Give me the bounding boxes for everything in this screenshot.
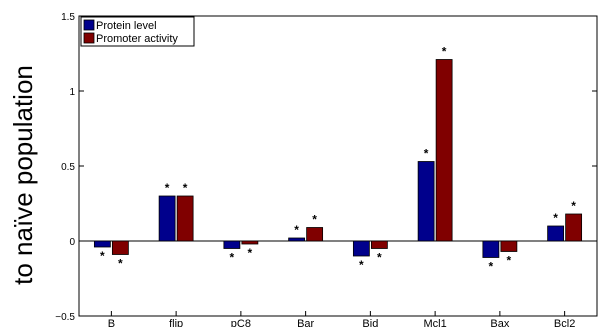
significance-stars: * * * * * * * * * * * * * * * * (100, 45, 576, 274)
bar-promoter-Bcl2 (565, 213, 583, 242)
significance-star: * (230, 251, 235, 265)
bar-promoter-flip (176, 195, 194, 242)
x-tick-label: Mcl1 (424, 318, 447, 327)
bar-promoter-pC8 (241, 240, 259, 245)
y-tick-label: 1 (69, 87, 75, 98)
significance-star: * (118, 257, 123, 271)
legend-box (80, 16, 195, 47)
y-tick-label: 0 (69, 237, 75, 248)
bar-protein-Mcl1 (417, 161, 435, 242)
significance-star: * (442, 45, 447, 59)
y-axis-label-group: to naïve population (8, 65, 38, 285)
legend-swatch-1 (83, 32, 95, 44)
bar-protein-Bax (482, 240, 500, 258)
x-tick-label: pC8 (231, 318, 251, 327)
significance-star: * (165, 181, 170, 195)
x-tick-label: B (108, 318, 115, 327)
bar-promoter-Bax (500, 240, 518, 252)
significance-star: * (312, 213, 317, 227)
significance-star: * (183, 181, 188, 195)
significance-star: * (489, 260, 494, 274)
plot-frame (78, 15, 598, 317)
significance-star: * (294, 223, 299, 237)
significance-star: * (377, 251, 382, 265)
bar-protein-Bcl2 (547, 225, 565, 242)
axes (78, 15, 598, 317)
bar-promoter-Bid (370, 240, 388, 249)
bar-protein-B (93, 240, 111, 248)
significance-star: * (553, 211, 558, 225)
significance-star: * (424, 147, 429, 161)
y-tick-label: −0.5 (55, 312, 75, 323)
tick-labels: −0.5 0 0.5 1 1.5 B flip pC8 Bar Bid Mcl1 Bax Bcl2 (55, 12, 575, 327)
bar-protein-flip (158, 195, 176, 242)
significance-star: * (359, 258, 364, 272)
bars (93, 59, 583, 258)
y-tick-label: 0.5 (61, 162, 75, 173)
bar-protein-Bid (352, 240, 370, 257)
y-axis-label: to naïve population (8, 65, 38, 285)
bar-promoter-B (111, 240, 129, 255)
significance-star: * (571, 199, 576, 213)
significance-star: * (507, 254, 512, 268)
x-tick-label: Bax (490, 318, 509, 327)
x-tick-label: Bcl2 (554, 318, 575, 327)
legend-swatch-0 (83, 19, 95, 31)
significance-star: * (100, 249, 105, 263)
x-tick-label: Bar (297, 318, 314, 327)
significance-star: * (248, 246, 253, 260)
legend-label-1: Promoter activity (96, 33, 178, 45)
bar-promoter-Bar (306, 227, 324, 242)
y-tick-label: 1.5 (61, 12, 75, 23)
bar-protein-pC8 (223, 240, 241, 249)
legend-label-0: Protein level (96, 20, 157, 32)
bar-protein-Bar (288, 237, 306, 242)
bar-promoter-Mcl1 (435, 59, 453, 242)
x-tick-label: flip (169, 318, 183, 327)
x-tick-label: Bid (362, 318, 378, 327)
